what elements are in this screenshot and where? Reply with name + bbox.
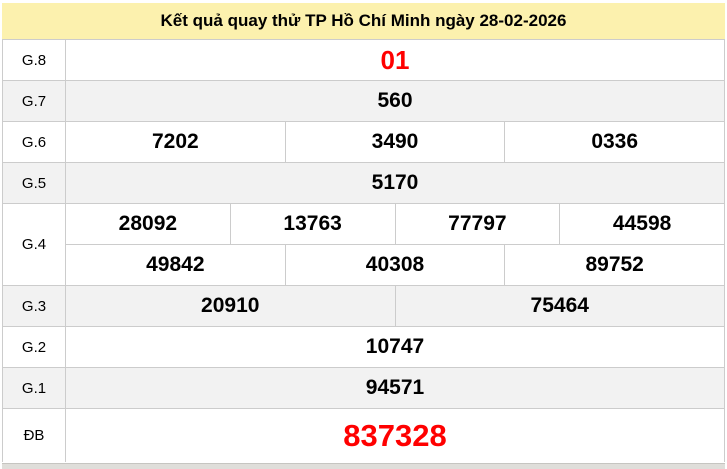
prize-values: 10747 <box>66 327 724 367</box>
prize-label: G.5 <box>3 163 66 203</box>
prize-line: 49842 40308 89752 <box>66 244 724 285</box>
prize-value: 5170 <box>371 171 419 194</box>
prize-value: 77797 <box>394 204 560 244</box>
prize-row: G.3 20910 75464 <box>3 285 724 326</box>
prize-values: 01 <box>66 40 724 80</box>
prize-value: 44598 <box>559 204 724 244</box>
bottom-strip <box>2 463 725 469</box>
prize-line: 7202 3490 0336 <box>66 122 724 162</box>
results-table: G.8 01 G.7 560 G.6 7202 3490 0336 G.5 5170 G.4 2809… <box>2 39 725 462</box>
prize-label: G.3 <box>3 286 66 326</box>
prize-row: G.1 94571 <box>3 367 724 408</box>
prize-line: 5170 <box>66 163 724 203</box>
prize-values: 5170 <box>66 163 724 203</box>
prize-value: 560 <box>377 89 413 112</box>
prize-values: 20910 75464 <box>66 286 724 326</box>
prize-label: G.6 <box>3 122 66 162</box>
prize-line: 01 <box>66 40 724 80</box>
prize-value: 13763 <box>229 204 395 244</box>
prize-row: G.5 5170 <box>3 162 724 203</box>
prize-value: 837328 <box>343 417 447 453</box>
prize-value: 40308 <box>284 245 505 285</box>
prize-value: 10747 <box>365 335 425 358</box>
prize-values: 94571 <box>66 368 724 408</box>
prize-value: 49842 <box>146 253 205 276</box>
prize-label: ĐB <box>3 409 66 462</box>
prize-row: G.6 7202 3490 0336 <box>3 121 724 162</box>
prize-row: G.8 01 <box>3 39 724 80</box>
prize-line: 560 <box>66 81 724 121</box>
prize-row: ĐB 837328 <box>3 408 724 462</box>
prize-line: 10747 <box>66 327 724 367</box>
prize-value: 0336 <box>504 122 724 162</box>
prize-line: 837328 <box>66 409 724 462</box>
prize-values: 837328 <box>66 409 724 462</box>
prize-value: 75464 <box>394 286 725 326</box>
prize-value: 7202 <box>151 130 199 153</box>
prize-row: G.7 560 <box>3 80 724 121</box>
prize-value: 20910 <box>201 294 260 317</box>
prize-label: G.2 <box>3 327 66 367</box>
prize-label: G.1 <box>3 368 66 408</box>
prize-line: 94571 <box>66 368 724 408</box>
prize-label: G.7 <box>3 81 66 121</box>
results-title: Kết quả quay thử TP Hồ Chí Minh ngày 28-… <box>160 11 567 30</box>
prize-line: 28092 13763 77797 44598 <box>66 204 724 244</box>
prize-value: 94571 <box>365 376 425 399</box>
prize-value: 89752 <box>504 245 724 285</box>
prize-value: 3490 <box>284 122 505 162</box>
prize-row: G.4 28092 13763 77797 44598 49842 40308 89752 <box>3 203 724 285</box>
prize-row: G.2 10747 <box>3 326 724 367</box>
prize-value: 01 <box>380 44 410 75</box>
prize-values: 7202 3490 0336 <box>66 122 724 162</box>
prize-value: 28092 <box>118 212 178 235</box>
results-title-bar: Kết quả quay thử TP Hồ Chí Minh ngày 28-… <box>2 3 725 39</box>
prize-line: 20910 75464 <box>66 286 724 326</box>
prize-label: G.8 <box>3 40 66 80</box>
prize-values: 560 <box>66 81 724 121</box>
prize-values: 28092 13763 77797 44598 49842 40308 89752 <box>66 204 724 285</box>
prize-label: G.4 <box>3 204 66 285</box>
